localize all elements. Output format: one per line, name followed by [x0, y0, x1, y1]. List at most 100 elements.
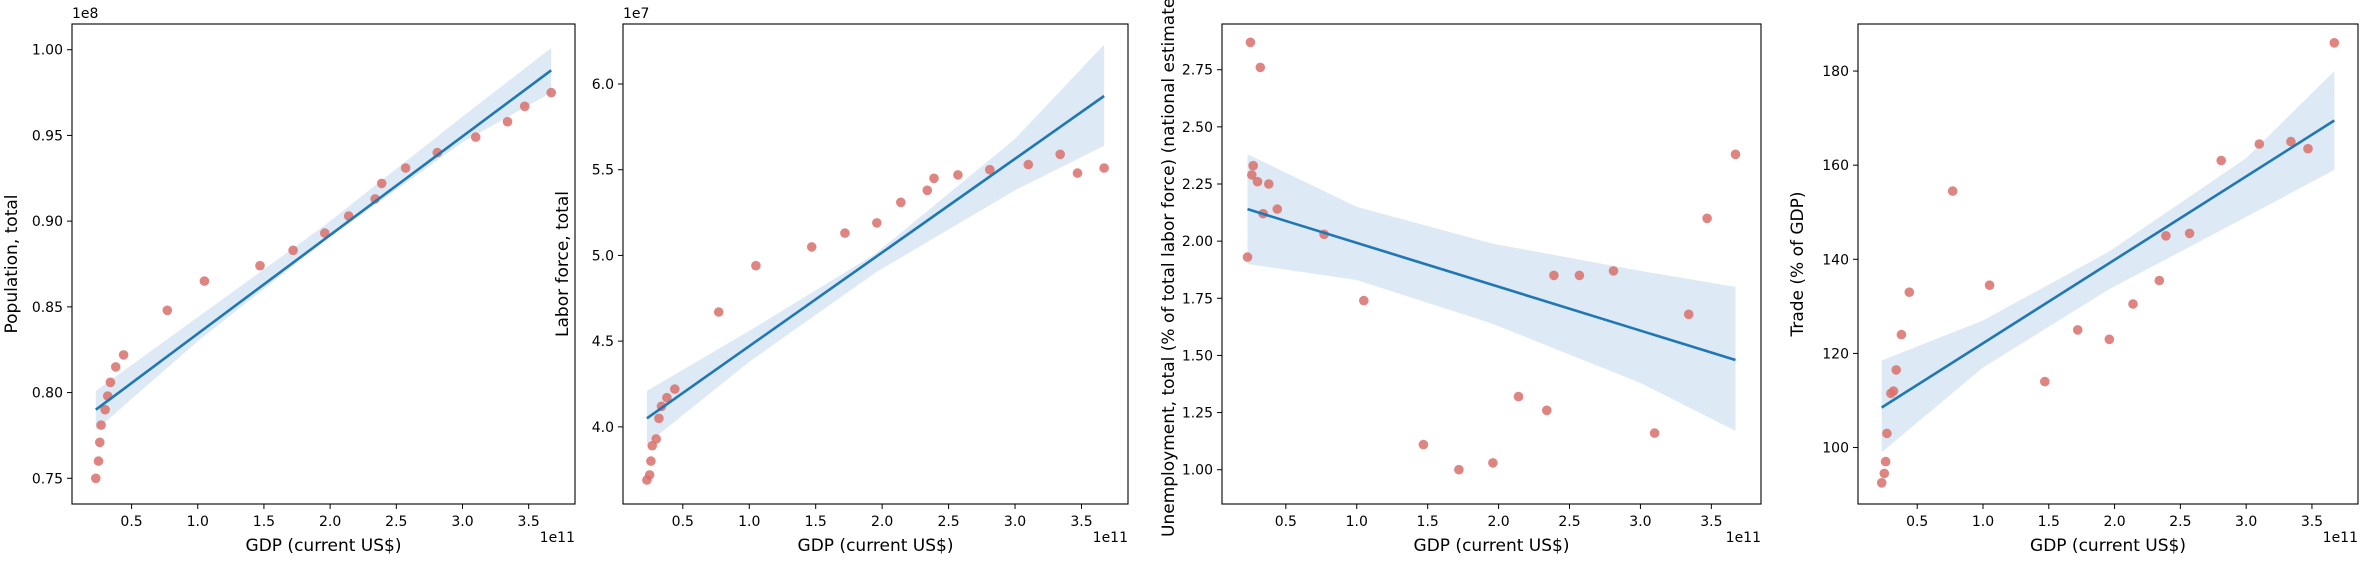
data-point	[713, 307, 724, 317]
data-point	[1882, 428, 1892, 439]
x-tick-label: 3.0	[1004, 514, 1026, 530]
data-point	[1488, 458, 1498, 468]
confidence-band	[1881, 71, 2335, 453]
data-point	[470, 132, 481, 142]
x-tick-label: 3.5	[1070, 514, 1092, 530]
x-tick-label: 2.5	[1558, 514, 1580, 530]
data-point	[644, 470, 655, 480]
y-tick-label: 2.25	[1182, 177, 1213, 193]
data-point	[670, 384, 680, 394]
x-tick-label: 0.5	[1906, 514, 1928, 530]
data-point	[2104, 334, 2115, 345]
y-tick-label: 0.95	[32, 128, 63, 144]
y-offset-label: 1e8	[72, 6, 98, 22]
data-point	[1454, 464, 1464, 475]
subplot-4: 0.5 1.0 1.5 2.0 2.5 3.0 3.5 100 120 140 160 180 GDP …	[1788, 23, 2359, 556]
y-tick-label: 100	[1822, 441, 1849, 457]
x-tick-label: 1.5	[2038, 514, 2060, 530]
data-point	[502, 116, 513, 127]
x-tick-label: 3.5	[2301, 514, 2323, 530]
confidence-band	[1247, 154, 1736, 431]
data-point	[806, 242, 817, 252]
data-point	[288, 245, 298, 256]
data-point	[1896, 329, 1907, 340]
x-tick-label: 0.5	[1275, 514, 1297, 530]
y-tick-label: 5.0	[592, 248, 614, 264]
x-axis-label: GDP (current US$)	[1414, 536, 1570, 556]
data-point	[2040, 376, 2050, 387]
x-tick-label: 2.0	[319, 514, 341, 530]
data-point	[1247, 170, 1257, 180]
y-tick-label: 1.00	[1182, 463, 1213, 479]
data-point	[2128, 299, 2138, 309]
data-point	[1880, 456, 1891, 467]
x-tick-label: 2.0	[2103, 514, 2125, 530]
data-point	[162, 305, 173, 316]
data-point	[199, 276, 210, 286]
data-point	[1255, 62, 1266, 73]
axes-frame	[622, 23, 1129, 505]
data-point	[95, 437, 105, 448]
x-tick-label: 3.5	[518, 514, 540, 530]
data-point	[1879, 468, 1890, 479]
data-point	[1055, 149, 1065, 160]
y-tick-label: 120	[1822, 346, 1849, 362]
data-point	[922, 185, 933, 196]
data-point	[1702, 213, 1712, 224]
data-point	[546, 87, 556, 98]
data-point	[2216, 155, 2226, 166]
data-point	[1549, 270, 1559, 281]
data-point	[1252, 176, 1263, 187]
data-point	[1359, 295, 1369, 306]
y-tick-label: 0.75	[32, 471, 63, 487]
data-point	[100, 404, 110, 415]
y-tick-label: 1.75	[1182, 291, 1213, 307]
y-axis-label: Unemployment, total (% of total labor fo…	[1159, 0, 1179, 537]
axes-frame	[71, 23, 576, 505]
data-point	[376, 178, 387, 189]
axes-frame	[1221, 23, 1762, 505]
data-point	[1072, 168, 1083, 178]
x-tick-label: 2.5	[937, 514, 959, 530]
y-tick-label: 0.80	[32, 386, 63, 402]
x-axis-label: GDP (current US$)	[246, 536, 402, 556]
data-point	[1264, 179, 1274, 189]
data-point	[519, 101, 530, 112]
data-point	[2161, 231, 2171, 241]
data-point	[1904, 287, 1915, 298]
regression-line	[1881, 119, 2335, 409]
data-point	[896, 197, 906, 208]
x-tick-label: 3.0	[1629, 514, 1651, 530]
data-point	[1023, 159, 1034, 170]
data-point	[1683, 309, 1694, 320]
x-tick-label: 2.0	[1487, 514, 1509, 530]
x-tick-label: 0.5	[120, 514, 142, 530]
y-tick-label: 0.85	[32, 300, 63, 316]
data-point	[1984, 280, 1995, 291]
data-point	[1242, 252, 1253, 262]
data-point	[400, 163, 411, 173]
y-axis-label: Labor force, total	[553, 191, 573, 337]
data-point	[118, 350, 129, 360]
axes-frame	[1857, 23, 2359, 505]
data-point	[2072, 325, 2083, 335]
y-tick-label: 160	[1822, 158, 1849, 174]
data-point	[1947, 186, 1958, 196]
data-point	[1513, 391, 1524, 402]
data-point	[1248, 160, 1258, 171]
x-tick-label: 1.5	[805, 514, 827, 530]
x-tick-label: 3.0	[451, 514, 473, 530]
data-point	[96, 420, 106, 430]
data-point	[985, 164, 995, 175]
data-point	[654, 413, 664, 424]
confidence-band	[646, 44, 1105, 444]
data-point	[93, 456, 104, 466]
x-axis-label: GDP (current US$)	[2030, 536, 2186, 556]
data-point	[320, 228, 330, 238]
x-tick-label: 2.5	[385, 514, 407, 530]
y-tick-label: 1.50	[1182, 348, 1213, 364]
x-tick-label: 1.5	[253, 514, 275, 530]
subplot-3: 0.5 1.0 1.5 2.0 2.5 3.0 3.5 1.00 1.25 1.50 1.75 2.0…	[1159, 0, 1762, 556]
y-tick-label: 4.5	[592, 334, 614, 350]
